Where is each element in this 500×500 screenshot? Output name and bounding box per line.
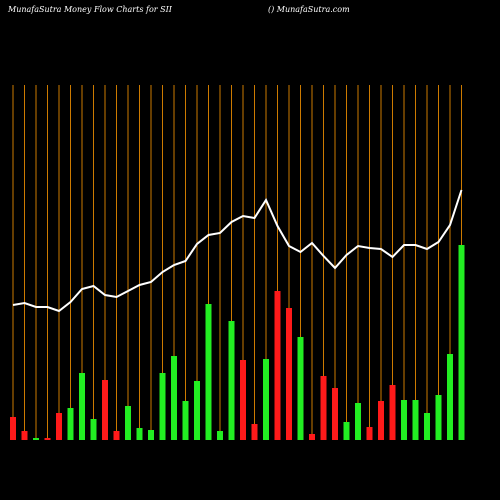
bar: [148, 430, 154, 440]
chart-title: MunafaSutra Money Flow Charts for SII: [7, 5, 173, 14]
bar: [435, 395, 442, 440]
bar: [44, 438, 51, 440]
bar: [56, 413, 62, 440]
money-flow-line: [12, 189, 463, 313]
bar: [458, 245, 465, 440]
bar: [21, 431, 28, 440]
bar: [320, 376, 327, 440]
bar: [171, 356, 177, 440]
bar: [90, 419, 97, 440]
bar: [10, 417, 16, 440]
bar: [136, 428, 143, 440]
bar: [159, 373, 166, 440]
bar: [424, 413, 430, 440]
chart-subtitle: () MunafaSutra.com: [268, 5, 350, 14]
bar: [228, 321, 235, 440]
bar: [194, 381, 200, 440]
bar: [332, 388, 338, 440]
bar: [309, 434, 315, 440]
bar: [125, 406, 131, 440]
bar: [251, 424, 258, 440]
bar: [67, 408, 74, 440]
bar: [274, 291, 281, 440]
bar: [297, 337, 304, 440]
bar: [240, 360, 246, 440]
bar: [182, 401, 189, 440]
bar: [355, 403, 361, 440]
bar: [102, 380, 108, 440]
bar: [412, 400, 419, 440]
bar: [263, 359, 269, 440]
bar: [378, 401, 384, 440]
bar: [401, 400, 407, 440]
bar: [286, 308, 292, 440]
bar: [343, 422, 350, 440]
bar: [113, 431, 120, 440]
bar: [389, 385, 396, 440]
bar: [217, 431, 223, 440]
bar: [366, 427, 373, 440]
bar: [447, 354, 453, 440]
bar: [205, 304, 212, 440]
bar: [33, 438, 39, 440]
bar: [79, 373, 85, 440]
